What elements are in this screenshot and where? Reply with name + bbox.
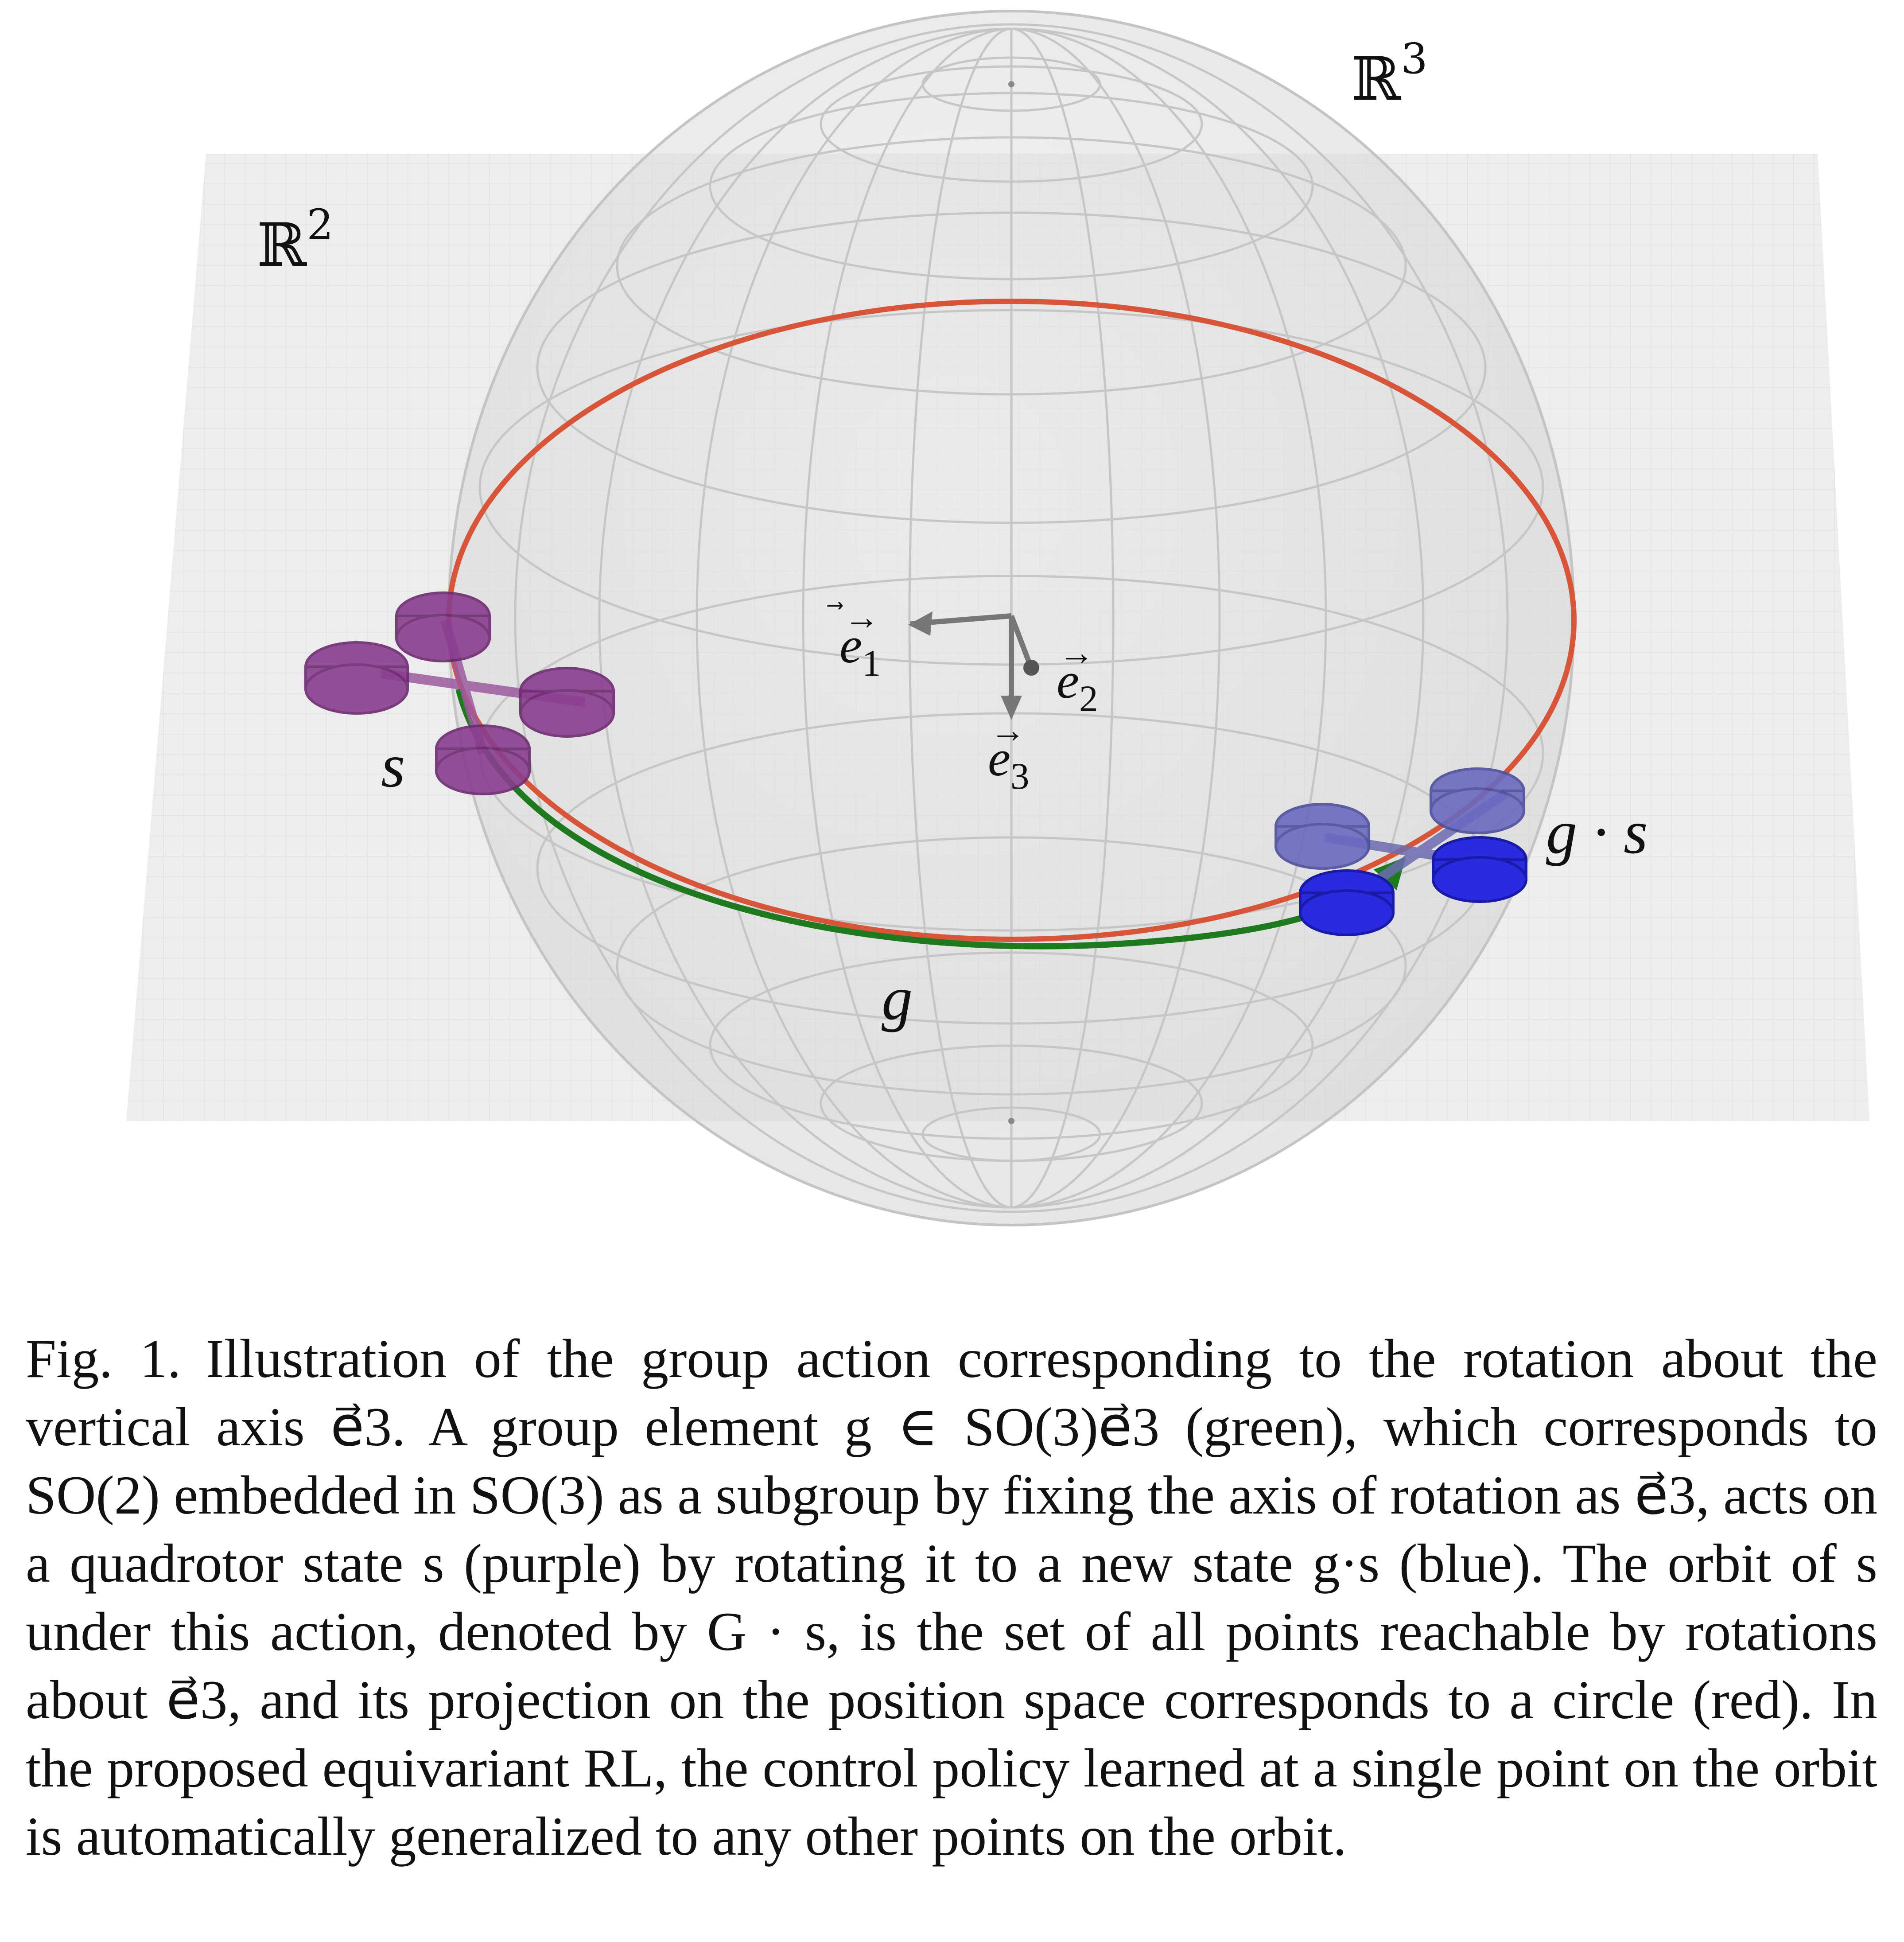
- quadrotor-state-gs: [1275, 767, 1527, 936]
- quadrotor-state-s: [304, 592, 615, 795]
- state-gs-label: g · s: [1546, 798, 1648, 867]
- figure-caption: Fig. 1. Illustration of the group action …: [26, 1325, 1877, 1871]
- figure-number: Fig. 1.: [26, 1328, 181, 1389]
- axis-e1-label: e1: [839, 617, 881, 684]
- caption-text: Illustration of the group action corresp…: [26, 1328, 1877, 1867]
- body-frame-axes: [908, 611, 1039, 720]
- axis-e2-arrow: →: [1059, 634, 1094, 673]
- group-action-figure: ℝ2 ℝ3 e1 ⃗→ e2 → e3 → s g · s g: [126, 10, 1869, 1226]
- group-g-label: g: [882, 964, 913, 1033]
- state-s-label: s: [381, 732, 405, 800]
- axis-e3-label: e3: [988, 730, 1030, 797]
- space-label: ℝ3: [1351, 35, 1428, 114]
- axis-e2-label: e2: [1057, 653, 1098, 720]
- plane-label: ℝ2: [257, 201, 334, 280]
- axis-e3-arrow: →: [990, 711, 1026, 750]
